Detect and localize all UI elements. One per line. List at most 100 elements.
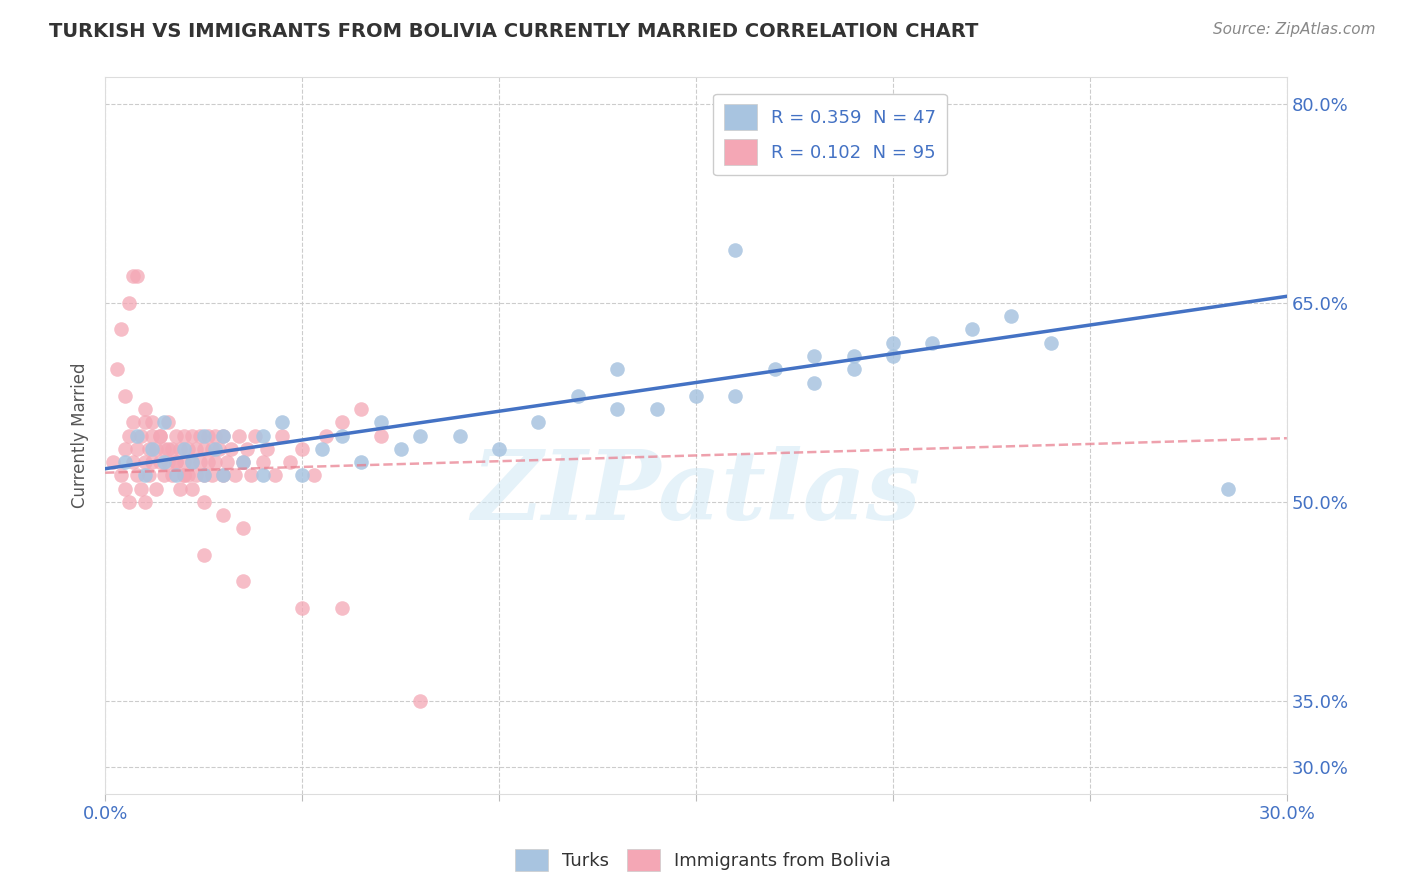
Point: [232, 455, 254, 469]
Point: [129, 428, 152, 442]
Point: [252, 468, 274, 483]
Point: [184, 442, 207, 456]
Point: [882, 349, 904, 363]
Point: [204, 455, 226, 469]
Legend: R = 0.359  N = 47, R = 0.102  N = 95: R = 0.359 N = 47, R = 0.102 N = 95: [713, 94, 948, 176]
Point: [193, 468, 215, 483]
Point: [105, 362, 128, 376]
Point: [724, 243, 747, 257]
Point: [125, 269, 148, 284]
Point: [193, 468, 215, 483]
Point: [370, 428, 392, 442]
Text: TURKISH VS IMMIGRANTS FROM BOLIVIA CURRENTLY MARRIED CORRELATION CHART: TURKISH VS IMMIGRANTS FROM BOLIVIA CURRE…: [49, 22, 979, 41]
Point: [842, 362, 865, 376]
Point: [724, 389, 747, 403]
Point: [180, 482, 202, 496]
Point: [125, 428, 148, 442]
Point: [118, 296, 141, 310]
Y-axis label: Currently Married: Currently Married: [72, 363, 89, 508]
Point: [180, 455, 202, 469]
Point: [173, 455, 195, 469]
Point: [188, 455, 211, 469]
Point: [350, 455, 373, 469]
Point: [141, 428, 163, 442]
Point: [271, 428, 294, 442]
Point: [193, 442, 215, 456]
Point: [212, 468, 235, 483]
Point: [145, 482, 167, 496]
Point: [188, 428, 211, 442]
Point: [271, 415, 294, 429]
Point: [243, 428, 266, 442]
Point: [121, 415, 143, 429]
Point: [606, 362, 628, 376]
Point: [645, 402, 668, 417]
Point: [330, 601, 353, 615]
Point: [110, 322, 132, 336]
Point: [177, 442, 200, 456]
Point: [217, 455, 239, 469]
Legend: Turks, Immigrants from Bolivia: Turks, Immigrants from Bolivia: [508, 842, 898, 879]
Point: [157, 415, 180, 429]
Text: ZIPatlas: ZIPatlas: [471, 446, 921, 540]
Point: [125, 442, 148, 456]
Point: [803, 376, 825, 390]
Point: [118, 495, 141, 509]
Point: [114, 482, 136, 496]
Point: [134, 402, 156, 417]
Point: [138, 468, 160, 483]
Point: [197, 455, 219, 469]
Point: [1000, 309, 1022, 323]
Point: [197, 428, 219, 442]
Point: [204, 442, 226, 456]
Point: [134, 455, 156, 469]
Point: [153, 455, 176, 469]
Point: [763, 362, 786, 376]
Point: [149, 428, 172, 442]
Point: [121, 269, 143, 284]
Point: [184, 468, 207, 483]
Point: [141, 442, 163, 456]
Point: [149, 428, 172, 442]
Point: [291, 468, 314, 483]
Point: [200, 468, 222, 483]
Point: [165, 428, 187, 442]
Point: [527, 415, 550, 429]
Point: [239, 468, 262, 483]
Point: [263, 468, 285, 483]
Point: [160, 468, 183, 483]
Point: [330, 415, 353, 429]
Point: [685, 389, 707, 403]
Point: [173, 468, 195, 483]
Point: [141, 455, 163, 469]
Point: [370, 415, 392, 429]
Point: [803, 349, 825, 363]
Point: [212, 468, 235, 483]
Point: [173, 442, 195, 456]
Point: [173, 428, 195, 442]
Point: [110, 468, 132, 483]
Point: [409, 694, 432, 708]
Text: Source: ZipAtlas.com: Source: ZipAtlas.com: [1212, 22, 1375, 37]
Point: [208, 442, 231, 456]
Point: [180, 455, 202, 469]
Point: [153, 415, 176, 429]
Point: [1216, 482, 1239, 496]
Point: [212, 428, 235, 442]
Point: [200, 442, 222, 456]
Point: [291, 601, 314, 615]
Point: [960, 322, 983, 336]
Point: [315, 428, 337, 442]
Point: [153, 442, 176, 456]
Point: [101, 455, 124, 469]
Point: [449, 428, 471, 442]
Point: [252, 455, 274, 469]
Point: [228, 428, 250, 442]
Point: [193, 428, 215, 442]
Point: [134, 495, 156, 509]
Point: [134, 468, 156, 483]
Point: [606, 402, 628, 417]
Point: [278, 455, 301, 469]
Point: [212, 428, 235, 442]
Point: [882, 335, 904, 350]
